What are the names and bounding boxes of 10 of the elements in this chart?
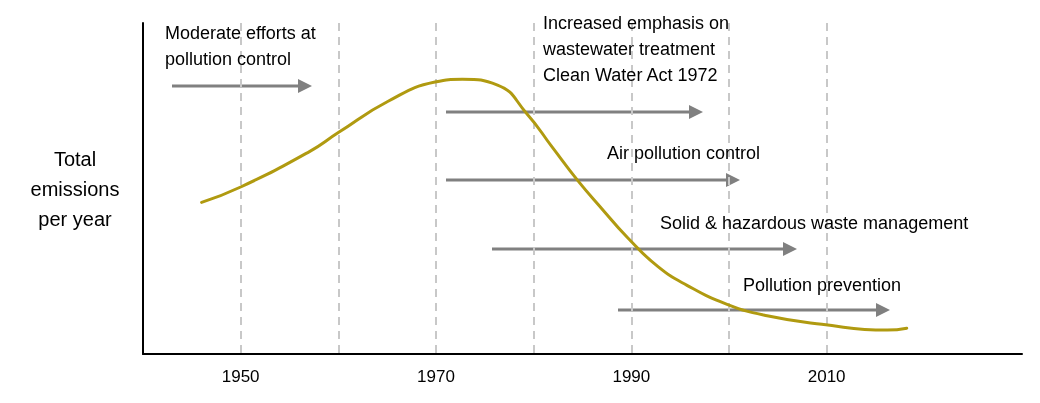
annotation: Increased emphasis on wastewater treatment Clean Water Act 1972 [542, 13, 730, 85]
text: Moderate efforts at pollution control [165, 23, 316, 69]
y-axis-title: Total emissions per year [30, 147, 120, 230]
x-tick-label: 2010 [807, 367, 846, 386]
annotation: Air pollution control [607, 143, 761, 163]
x-tick-label: 1990 [612, 367, 651, 386]
annotation: Solid & hazardous waste management [660, 213, 969, 233]
annotation: Pollution prevention [743, 275, 902, 295]
x-tick-label: 1950 [221, 367, 260, 386]
x-tick-label: 1970 [417, 367, 455, 386]
